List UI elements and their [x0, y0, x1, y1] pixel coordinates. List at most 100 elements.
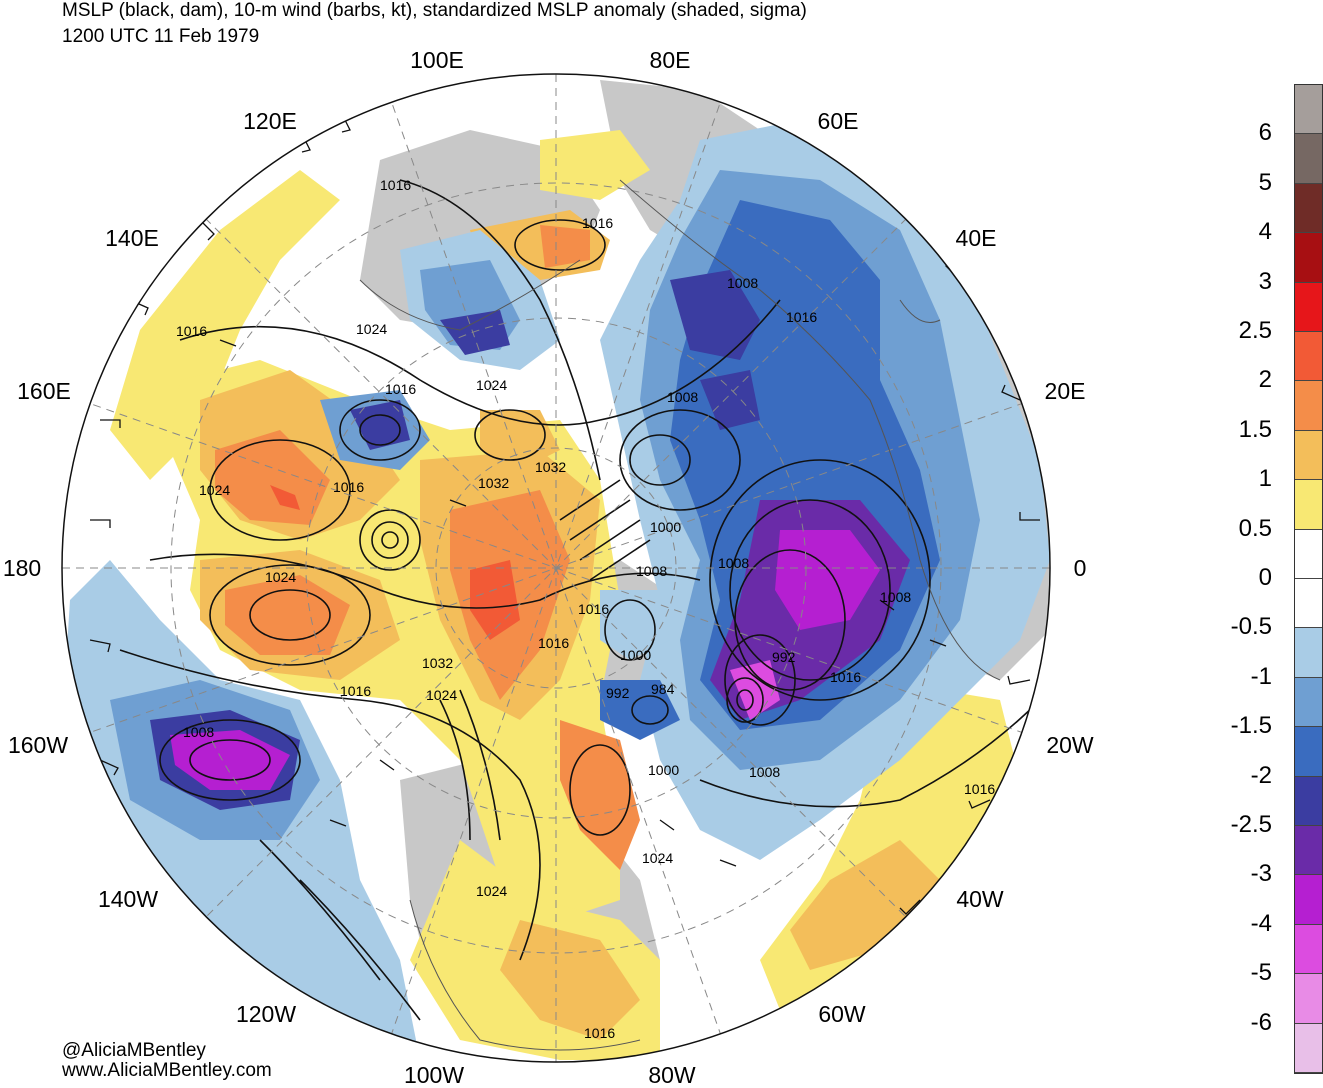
- negative-anomaly-shading: [62, 120, 1050, 1060]
- map-valid-time: 1200 UTC 11 Feb 1979: [62, 26, 260, 47]
- colorbar-swatch: [1295, 85, 1322, 135]
- isobar-label: 1016: [176, 323, 207, 339]
- isobar-label: 1024: [356, 321, 387, 337]
- isobar-label: 1024: [426, 687, 457, 703]
- isobar-label: 1016: [385, 381, 416, 397]
- isobar-label: 1016: [830, 669, 861, 685]
- colorbar-swatch: [1295, 529, 1322, 579]
- colorbar-swatch: [1295, 1023, 1322, 1073]
- colorbar-label: 0.5: [1238, 514, 1272, 542]
- isobar-label: 1016: [380, 177, 411, 193]
- colorbar-swatch: [1295, 776, 1322, 826]
- colorbar-swatch: [1295, 974, 1322, 1024]
- lon-label-160w: 160W: [7, 732, 69, 758]
- colorbar-swatch: [1295, 480, 1322, 530]
- credit-handle: @AliciaMBentley: [62, 1040, 206, 1061]
- isobar-label: 1000: [650, 519, 681, 535]
- colorbar-swatch: [1295, 183, 1322, 234]
- colorbar-label: -0.5: [1230, 613, 1272, 641]
- isobar-label: 1016: [786, 309, 817, 325]
- lon-label-20w: 20W: [1046, 732, 1094, 758]
- isobar-label: 1024: [476, 883, 507, 899]
- colorbar-label: 5: [1258, 168, 1272, 196]
- lon-label-100e: 100E: [410, 47, 464, 73]
- colorbar-swatch: [1295, 233, 1322, 283]
- colorbar-swatch: [1295, 430, 1322, 481]
- credit-website: www.AliciaMBentley.com: [62, 1060, 272, 1081]
- isobar-label: 1008: [727, 275, 758, 291]
- lon-label-180: 180: [2, 555, 42, 581]
- colorbar-label: -1: [1250, 662, 1272, 690]
- lon-label-160e: 160E: [17, 378, 71, 404]
- lon-label-0: 0: [1073, 555, 1087, 581]
- graticule: [62, 74, 1050, 1062]
- positive-anomaly-shading: [110, 130, 1020, 1060]
- lon-label-120e: 120E: [243, 108, 297, 134]
- map-border: [61, 73, 1051, 1063]
- colorbar-swatch: [1295, 381, 1322, 431]
- isobar-label: 1024: [476, 377, 507, 393]
- colorbar-swatch: [1295, 826, 1322, 876]
- isobar-labels: 1016 1016 1024 1016 1024 1008 1016 1016 …: [176, 177, 995, 1041]
- isobar-label: 1000: [648, 762, 679, 778]
- isobar-label: 1000: [620, 647, 651, 663]
- colorbar-label: 2: [1258, 366, 1272, 394]
- isobar-label: 1016: [340, 683, 371, 699]
- colorbar-swatch: [1295, 282, 1322, 332]
- isobar-label: 1008: [749, 764, 780, 780]
- isobar-label: 1032: [478, 475, 509, 491]
- lon-label-40w: 40W: [956, 886, 1004, 912]
- isobar-label: 1032: [422, 655, 453, 671]
- lon-label-60w: 60W: [818, 1001, 866, 1027]
- colorbar-label: -4: [1250, 909, 1272, 937]
- isobar-label: 992: [606, 685, 630, 701]
- isobar-label: 1016: [333, 479, 364, 495]
- colorbar-label: -2: [1250, 761, 1272, 789]
- isobar-label: 1016: [584, 1025, 615, 1041]
- isobar-label: 1008: [880, 589, 911, 605]
- colorbar-label: -5: [1250, 959, 1272, 987]
- lon-label-140w: 140W: [97, 886, 159, 912]
- isobar-label: 984: [651, 681, 675, 697]
- colorbar-label: 0: [1258, 564, 1272, 591]
- colorbar-swatch: [1295, 677, 1322, 728]
- colorbar-swatch: [1295, 875, 1322, 925]
- colorbar-label: -6: [1250, 1008, 1272, 1036]
- lon-label-20e: 20E: [1044, 378, 1086, 404]
- isobar-label: 1024: [642, 850, 673, 866]
- isobar-label: 1008: [667, 389, 698, 405]
- isobar-label: 1008: [183, 724, 214, 740]
- lon-label-80e: 80E: [649, 47, 691, 73]
- colorbar-label: 4: [1258, 218, 1272, 246]
- lon-label-120w: 120W: [235, 1001, 297, 1027]
- colorbar-swatch: [1295, 924, 1322, 975]
- colorbar-label: 6: [1258, 119, 1272, 147]
- colorbar-swatch: [1295, 332, 1322, 382]
- isobar-label: 1024: [265, 569, 296, 585]
- colorbar-label: 1.5: [1238, 415, 1272, 443]
- isobar-label: 1016: [964, 781, 995, 797]
- lon-label-80w: 80W: [648, 1062, 696, 1088]
- coastlines: [359, 179, 1001, 1051]
- colorbar-swatch: [1295, 579, 1322, 629]
- lon-label-100w: 100W: [403, 1062, 465, 1088]
- isobar-label: 1016: [538, 635, 569, 651]
- colorbar-label: -1.5: [1230, 712, 1272, 740]
- isobar-label: 1024: [199, 482, 230, 498]
- isobar-label: 1016: [578, 601, 609, 617]
- colorbar-swatch: [1295, 134, 1322, 184]
- lon-label-140e: 140E: [105, 225, 159, 251]
- colorbar-label: -2.5: [1230, 811, 1272, 838]
- colorbar-label: 2.5: [1238, 317, 1272, 344]
- isobar-label: 1008: [636, 563, 667, 579]
- colorbar-label: 3: [1258, 267, 1272, 295]
- colorbar-label: 1: [1258, 465, 1272, 493]
- lon-label-40e: 40E: [955, 225, 997, 251]
- colorbar: [1294, 84, 1323, 1074]
- colorbar-swatch: [1295, 727, 1322, 777]
- lon-label-60e: 60E: [817, 108, 859, 134]
- isobar-label: 1008: [718, 555, 749, 571]
- isobar-label: 992: [772, 649, 796, 665]
- colorbar-swatch: [1295, 628, 1322, 678]
